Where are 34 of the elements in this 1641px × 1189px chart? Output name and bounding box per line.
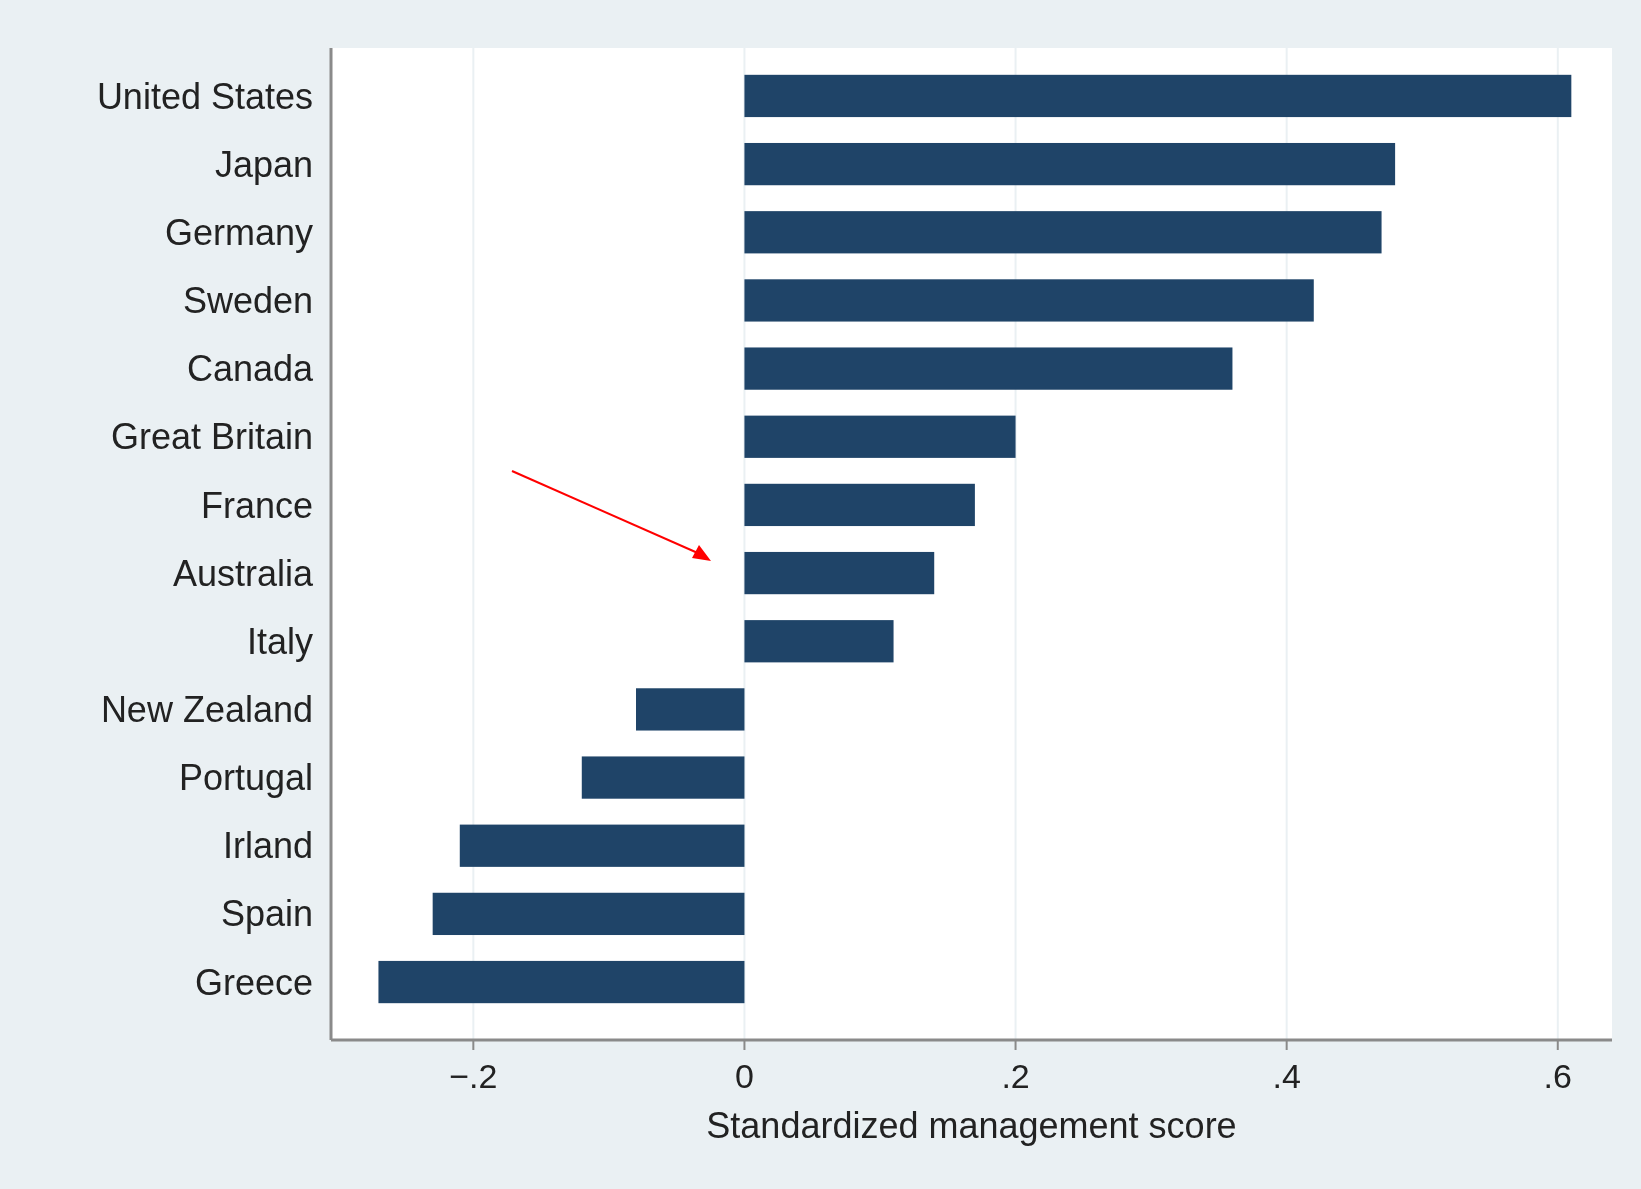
y-tick-label: Germany (164, 211, 313, 253)
bar (744, 551, 935, 595)
bar (581, 756, 745, 799)
x-tick-label: .4 (1272, 1057, 1301, 1095)
bar (744, 211, 1382, 254)
y-tick-label: Canada (186, 348, 314, 390)
x-tick-label: −.2 (449, 1057, 498, 1095)
y-tick-label: United States (96, 75, 313, 117)
bar (744, 74, 1572, 118)
y-tick-label: Spain (220, 893, 313, 935)
y-tick-label: New Zealand (100, 689, 313, 731)
y-tick-label: Australia (172, 552, 314, 594)
x-tick-label: .6 (1543, 1057, 1572, 1095)
bar (432, 892, 745, 936)
x-tick-label: .2 (1001, 1057, 1030, 1095)
y-tick-label: France (200, 484, 313, 526)
bar (744, 347, 1233, 390)
x-axis-title: Standardized management score (706, 1105, 1237, 1146)
bar (744, 142, 1396, 186)
y-tick-label: Great Britain (110, 416, 313, 458)
bar (744, 415, 1016, 458)
bar (459, 824, 745, 867)
y-tick-label: Sweden (182, 280, 313, 322)
y-tick-label: Italy (246, 620, 313, 662)
y-tick-label: Portugal (178, 757, 313, 799)
bar (636, 688, 745, 731)
y-tick-label: Greece (194, 961, 313, 1003)
y-tick-label: Japan (214, 143, 313, 185)
y-tick-label: Irland (222, 825, 313, 867)
bar (378, 960, 745, 1004)
bar (744, 483, 975, 527)
bar (744, 279, 1314, 322)
x-tick-label: 0 (734, 1057, 754, 1095)
bar (744, 620, 894, 663)
